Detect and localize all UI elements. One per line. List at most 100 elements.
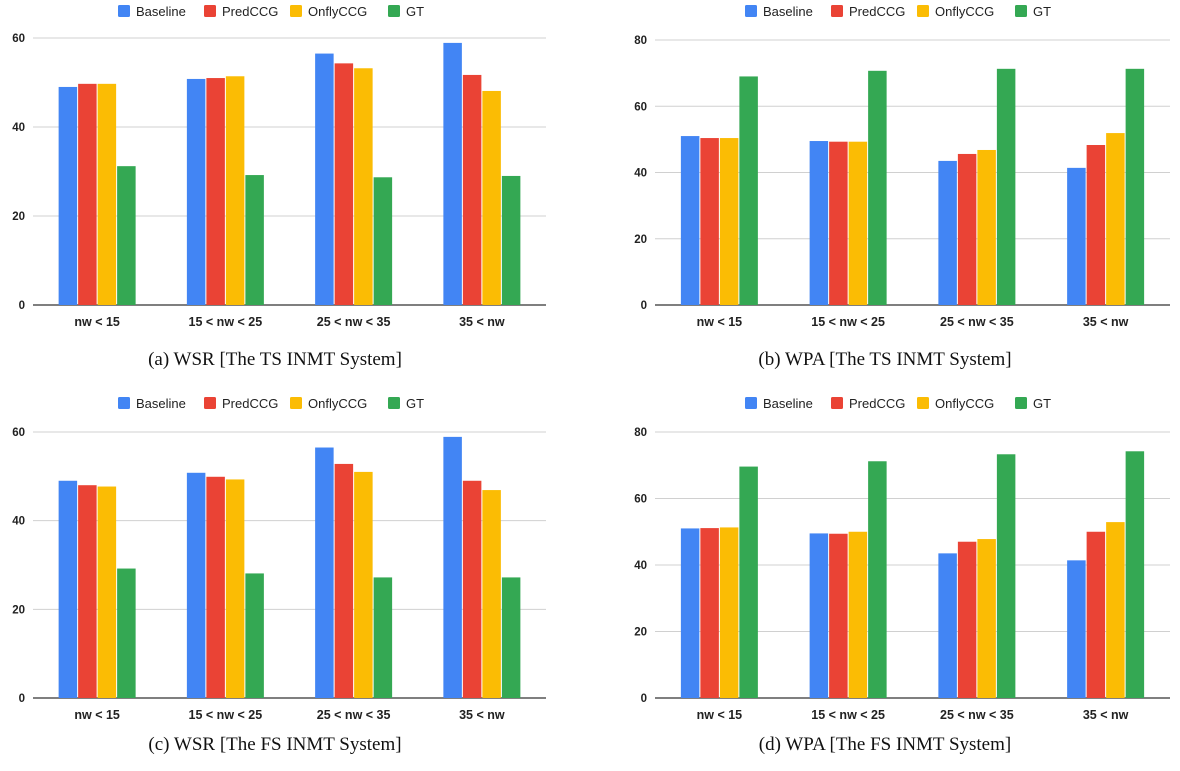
- legend-label-baseline: Baseline: [763, 4, 813, 19]
- x-tick-label-4: 35 < nw: [1083, 708, 1129, 722]
- chart-panel-a: Baseline PredCCG OnflyCCG GT 0 20 40 60 nw < 15 1…: [0, 0, 590, 385]
- chart-a: Baseline PredCCG OnflyCCG GT 0 20 40 60 nw < 15 1…: [12, 4, 546, 329]
- bar-onflyccg-2: [225, 76, 245, 306]
- bar-onflyccg-3: [354, 471, 373, 698]
- bar-onflyccg-3: [977, 149, 996, 305]
- bar-predccg-1: [78, 485, 97, 698]
- x-tick-label-1: nw < 15: [74, 315, 120, 329]
- legend-label-onflyccg: OnflyCCG: [935, 4, 994, 19]
- bar-predccg-4: [462, 74, 482, 305]
- bar-predccg-1: [700, 528, 719, 698]
- legend-label-onflyccg: OnflyCCG: [308, 396, 367, 411]
- bar-baseline-4: [1067, 560, 1086, 698]
- x-tick-label-2: 15 < nw < 25: [811, 315, 885, 329]
- bar-gt-2: [245, 175, 264, 305]
- bar-gt-1: [739, 76, 758, 305]
- legend-label-baseline: Baseline: [136, 396, 186, 411]
- bar-gt-2: [868, 70, 887, 306]
- y-tick-label-0: 0: [641, 300, 647, 312]
- chart-b: Baseline PredCCG OnflyCCG GT 0 20 40 60 80 nw < 1…: [634, 4, 1170, 329]
- bar-predccg-2: [829, 141, 848, 305]
- legend-label-gt: GT: [406, 396, 424, 411]
- y-tick-label-60: 60: [634, 494, 647, 506]
- bar-gt-3: [996, 68, 1016, 305]
- bar-onflyccg-4: [1106, 522, 1125, 698]
- chart-c: Baseline PredCCG OnflyCCG GT 0 20 40 60 nw < 15 1…: [12, 396, 546, 722]
- y-tick-label-60: 60: [634, 101, 647, 113]
- bar-gt-2: [868, 461, 887, 698]
- bar-baseline-2: [186, 472, 206, 698]
- bar-onflyccg-4: [482, 490, 501, 698]
- y-tick-label-40: 40: [634, 560, 647, 572]
- bar-gt-3: [373, 577, 393, 698]
- legend-swatch-onflyccg: [917, 5, 929, 17]
- y-tick-label-20: 20: [12, 211, 25, 223]
- bar-onflyccg-1: [719, 138, 739, 305]
- legend-swatch-baseline: [118, 397, 130, 409]
- x-tick-label-3: 25 < nw < 35: [940, 708, 1014, 722]
- x-tick-label-2: 15 < nw < 25: [189, 315, 263, 329]
- x-tick-label-1: nw < 15: [697, 315, 743, 329]
- x-tick-label-2: 15 < nw < 25: [189, 708, 263, 722]
- y-tick-label-60: 60: [12, 33, 25, 45]
- legend-label-gt: GT: [406, 4, 424, 19]
- y-tick-label-0: 0: [19, 693, 25, 705]
- bar-baseline-1: [680, 136, 700, 305]
- x-tick-label-2: 15 < nw < 25: [811, 708, 885, 722]
- legend-swatch-predccg: [204, 397, 216, 409]
- legend-swatch-baseline: [745, 397, 757, 409]
- bar-baseline-3: [315, 447, 334, 698]
- bar-onflyccg-2: [848, 531, 868, 698]
- bar-baseline-4: [443, 436, 462, 698]
- legend-swatch-onflyccg: [290, 5, 302, 17]
- bar-onflyccg-1: [97, 83, 117, 306]
- bar-gt-1: [117, 166, 136, 305]
- bar-predccg-3: [334, 463, 354, 698]
- bar-predccg-3: [957, 541, 977, 698]
- legend-label-onflyccg: OnflyCCG: [935, 396, 994, 411]
- bar-baseline-3: [938, 553, 957, 698]
- y-tick-label-80: 80: [634, 427, 647, 439]
- y-tick-label-60: 60: [12, 427, 25, 439]
- legend-swatch-predccg: [831, 397, 843, 409]
- legend-swatch-gt: [388, 5, 400, 17]
- legend-label-predccg: PredCCG: [222, 396, 278, 411]
- y-tick-label-40: 40: [634, 168, 647, 180]
- bar-baseline-2: [809, 533, 829, 698]
- bar-gt-2: [245, 573, 264, 698]
- bar-onflyccg-4: [482, 90, 501, 305]
- bar-gt-4: [1125, 68, 1145, 305]
- legend-swatch-onflyccg: [290, 397, 302, 409]
- bar-predccg-1: [78, 83, 97, 306]
- legend-label-predccg: PredCCG: [849, 4, 905, 19]
- legend-label-predccg: PredCCG: [222, 4, 278, 19]
- caption-b: (b) WPA [The TS INMT System]: [758, 349, 1012, 370]
- bar-predccg-2: [206, 476, 225, 698]
- bar-onflyccg-3: [977, 539, 996, 698]
- bar-onflyccg-3: [354, 68, 373, 305]
- y-tick-label-20: 20: [12, 604, 25, 616]
- x-tick-label-4: 35 < nw: [1083, 315, 1129, 329]
- x-tick-label-4: 35 < nw: [459, 315, 505, 329]
- x-tick-label-1: nw < 15: [697, 708, 743, 722]
- x-tick-label-3: 25 < nw < 35: [317, 315, 391, 329]
- bar-baseline-4: [443, 42, 462, 306]
- bar-onflyccg-2: [848, 141, 868, 305]
- bar-gt-1: [117, 568, 136, 698]
- x-tick-label-3: 25 < nw < 35: [317, 708, 391, 722]
- bar-predccg-2: [829, 533, 848, 698]
- bar-onflyccg-2: [225, 479, 245, 698]
- bar-onflyccg-1: [97, 486, 117, 698]
- bar-predccg-2: [206, 78, 225, 305]
- legend-swatch-baseline: [745, 5, 757, 17]
- bar-gt-3: [996, 454, 1016, 698]
- bar-gt-4: [501, 175, 521, 305]
- legend-label-baseline: Baseline: [136, 4, 186, 19]
- bar-onflyccg-1: [719, 527, 739, 698]
- y-tick-label-0: 0: [641, 693, 647, 705]
- legend-label-predccg: PredCCG: [849, 396, 905, 411]
- x-tick-label-1: nw < 15: [74, 708, 120, 722]
- y-tick-label-80: 80: [634, 35, 647, 47]
- bar-baseline-2: [186, 78, 206, 305]
- chart-d: Baseline PredCCG OnflyCCG GT 0 20 40 60 80 nw < 1…: [634, 396, 1170, 722]
